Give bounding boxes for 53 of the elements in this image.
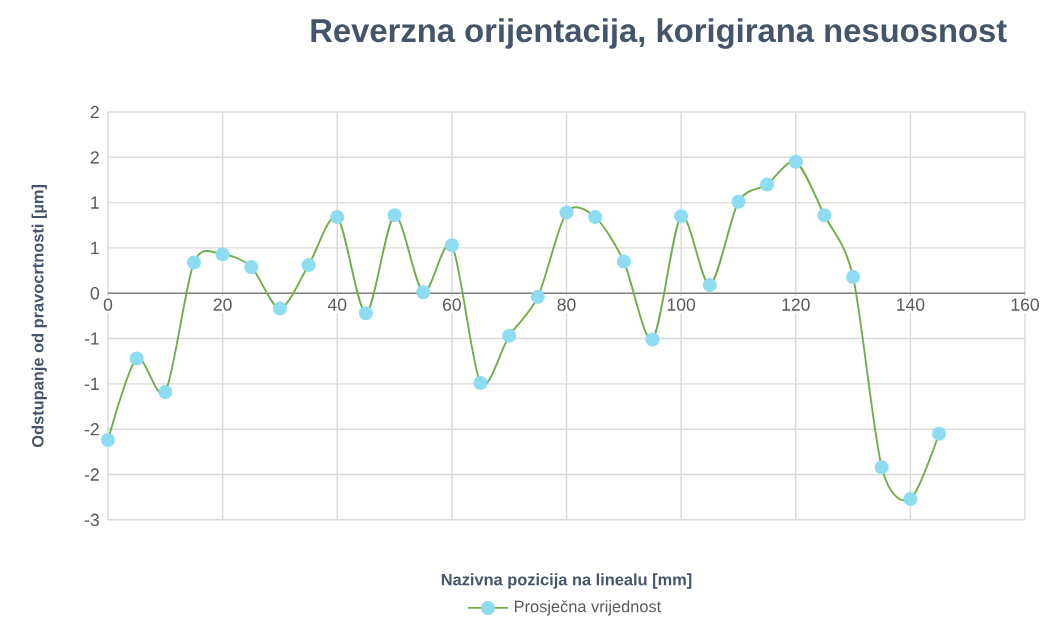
point: [674, 209, 689, 224]
point: [330, 210, 345, 225]
x-tick-label: 160: [1011, 298, 1039, 311]
y-tick-label: -1: [84, 377, 99, 391]
y-tick-label: 1: [91, 196, 99, 209]
x-tick-label: 0: [103, 298, 113, 311]
point: [788, 154, 803, 169]
point: [645, 332, 660, 347]
y-tick-label: -2: [84, 423, 99, 436]
point: [100, 433, 116, 448]
x-axis-title: Nazivna pozicija na linealu [mm]: [441, 573, 692, 589]
point: [244, 260, 259, 275]
point: [387, 208, 402, 223]
x-tick-label: 100: [667, 298, 696, 311]
legend-label: Prosječna vrijednost: [514, 600, 662, 616]
point: [416, 285, 431, 300]
x-tick-label: 120: [782, 298, 810, 311]
y-tick-label: 0: [90, 287, 100, 300]
point: [301, 258, 316, 273]
point: [559, 205, 574, 220]
point: [186, 255, 201, 270]
y-tick-label: 2: [90, 105, 99, 119]
point: [874, 460, 889, 475]
point: [215, 247, 230, 262]
point: [358, 306, 373, 321]
point: [760, 177, 775, 192]
x-tick-label: 140: [897, 298, 925, 311]
point: [702, 278, 717, 293]
point: [932, 426, 947, 441]
y-tick-label: -3: [84, 513, 99, 527]
chart-title: Reverzna orijentacija, korigirana nesuosnost: [311, 18, 1007, 49]
y-axis-title: Odstupanje od pravocrtnosti [µm]: [31, 185, 47, 448]
point: [731, 194, 746, 209]
point: [158, 385, 173, 400]
point: [817, 208, 832, 223]
point: [846, 269, 861, 285]
x-tick-label: 40: [327, 298, 347, 311]
x-tick-label: 80: [557, 298, 576, 311]
point: [616, 254, 631, 269]
point: [444, 238, 459, 253]
point: [473, 376, 488, 391]
point: [272, 301, 287, 316]
x-tick-label: 60: [442, 298, 461, 311]
y-tick-label: 1: [91, 241, 99, 255]
point: [903, 492, 918, 507]
point: [588, 210, 603, 225]
x-tick-label: 20: [213, 298, 232, 311]
y-tick-label: -2: [84, 468, 99, 481]
point: [129, 351, 144, 366]
point: [502, 328, 517, 343]
point: [530, 289, 545, 304]
y-tick-label: 2: [90, 151, 99, 164]
y-tick-label: -1: [84, 332, 99, 345]
